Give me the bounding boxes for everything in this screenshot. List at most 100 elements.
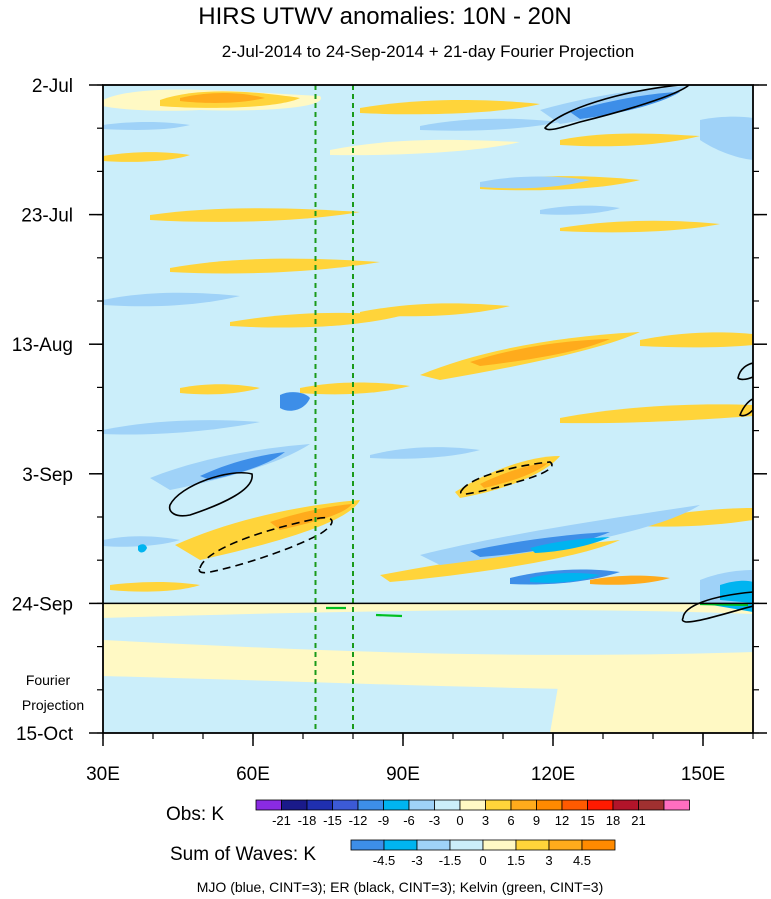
colorbar-level: 0	[456, 813, 463, 828]
colorbar-swatch	[612, 799, 639, 811]
anomaly-patch	[280, 392, 310, 411]
kelvin-contour	[699, 602, 749, 607]
obs-colorbar: -21 -18 -15 -12 -9 -6 -3 0 3 6 9 12 15 18 21	[255, 799, 690, 828]
colorbar-level: 21	[631, 813, 645, 828]
colorbar-swatch	[561, 799, 588, 811]
colorbar-level: -4.5	[373, 853, 395, 868]
er-contour-positive	[543, 85, 691, 131]
waves-legend-label: Sum of Waves: K	[170, 844, 316, 865]
y-axis-ticks: 2-Jul 23-Jul 13-Aug 3-Sep 24-Sep 15-Oct	[12, 76, 767, 745]
projection-yellow-patch	[550, 671, 753, 733]
anomaly-patch	[530, 573, 600, 583]
obs-legend-label: Obs: K	[166, 804, 224, 825]
colorbar-swatch	[515, 839, 550, 851]
colorbar-level: 18	[606, 813, 620, 828]
reference-longitude-lines	[314, 85, 354, 733]
colorbar-level: 9	[533, 813, 540, 828]
colorbar-level: -15	[323, 813, 342, 828]
plot-area	[103, 85, 753, 733]
anomaly-patch	[470, 339, 610, 366]
colorbar-level: -9	[378, 813, 390, 828]
colorbar-level: 1.5	[507, 853, 525, 868]
anomaly-patch	[560, 404, 753, 424]
anomaly-patch	[103, 121, 190, 130]
colorbar-level: -18	[298, 813, 317, 828]
colorbar-swatch	[587, 799, 614, 811]
anomaly-patch	[480, 176, 590, 189]
colorbar-swatch	[485, 799, 512, 811]
colorbar-swatch	[449, 839, 484, 851]
anomaly-patch	[480, 463, 548, 488]
anomaly-patch	[530, 537, 610, 553]
colorbar-swatch	[459, 799, 486, 811]
er-contour-negative	[198, 516, 333, 574]
colorbar-level: 3	[545, 853, 552, 868]
colorbar-swatch	[408, 799, 435, 811]
anomaly-patch	[180, 384, 260, 395]
waves-colorbar: -4.5 -3 -1.5 0 1.5 3 4.5	[350, 839, 616, 868]
plot-frame	[102, 84, 754, 734]
anomaly-patch	[103, 292, 240, 307]
anomaly-patch	[570, 92, 680, 119]
anomaly-patch	[103, 420, 260, 435]
anomaly-patch	[170, 258, 380, 274]
y-tick-label: 15-Oct	[16, 724, 74, 745]
colorbar-swatch	[482, 839, 517, 851]
er-contour-positive	[738, 398, 753, 417]
anomaly-patch	[360, 303, 510, 317]
colorbar-swatch	[581, 839, 616, 851]
colorbar-swatch	[536, 799, 563, 811]
anomaly-patch	[560, 220, 720, 233]
kelvin-contour	[375, 613, 403, 618]
er-contour-positive	[168, 472, 253, 517]
x-tick-label: 30E	[86, 764, 120, 785]
projection-label-line-1: Fourier	[26, 672, 71, 688]
x-tick-label: 60E	[236, 764, 270, 785]
anomaly-patch	[150, 208, 360, 222]
anomaly-patch	[370, 447, 480, 459]
colorbar-level: -1.5	[439, 853, 461, 868]
y-tick-label: 23-Jul	[21, 206, 73, 227]
anomaly-patch	[300, 382, 410, 395]
anomaly-patch	[700, 116, 753, 160]
anomaly-field	[103, 86, 753, 603]
colorbar-swatch	[434, 799, 461, 811]
colorbar-swatch	[416, 839, 451, 851]
er-contour-positive	[737, 362, 753, 381]
anomaly-patch	[720, 580, 753, 603]
anomaly-patch	[640, 332, 753, 348]
x-tick-label: 90E	[386, 764, 420, 785]
anomaly-patch	[138, 544, 147, 553]
projection-label-line-2: Projection	[22, 697, 84, 713]
colorbar-swatch	[510, 799, 537, 811]
colorbar-swatch	[357, 799, 384, 811]
colorbar-level: -12	[349, 813, 368, 828]
colorbar-swatch	[383, 839, 418, 851]
colorbar-level: -6	[403, 813, 415, 828]
colorbar-level: 4.5	[573, 853, 591, 868]
colorbar-swatch	[255, 799, 282, 811]
colorbar-level: 15	[580, 813, 594, 828]
colorbar-level: 12	[555, 813, 569, 828]
anomaly-patch	[590, 575, 670, 585]
colorbar-swatch	[638, 799, 665, 811]
y-tick-label: 24-Sep	[12, 594, 73, 615]
colorbar-swatch	[281, 799, 308, 811]
kelvin-contours	[326, 602, 749, 618]
x-tick-label: 150E	[681, 764, 725, 785]
anomaly-patch	[330, 139, 520, 156]
anomaly-patch	[470, 532, 610, 557]
anomaly-patch	[540, 205, 620, 215]
anomaly-patch	[640, 508, 753, 527]
anomaly-patch	[270, 504, 352, 530]
colorbar-level: 6	[507, 813, 514, 828]
colorbar-level: -3	[411, 853, 423, 868]
colorbar-swatch	[663, 799, 690, 811]
anomaly-patch	[200, 452, 285, 480]
er-contour-negative	[460, 461, 553, 495]
x-axis-ticks: 30E 60E 90E 120E 150E	[86, 733, 754, 785]
y-tick-label: 2-Jul	[32, 76, 73, 97]
anomaly-patch	[103, 536, 180, 547]
anomaly-patch	[180, 93, 265, 103]
